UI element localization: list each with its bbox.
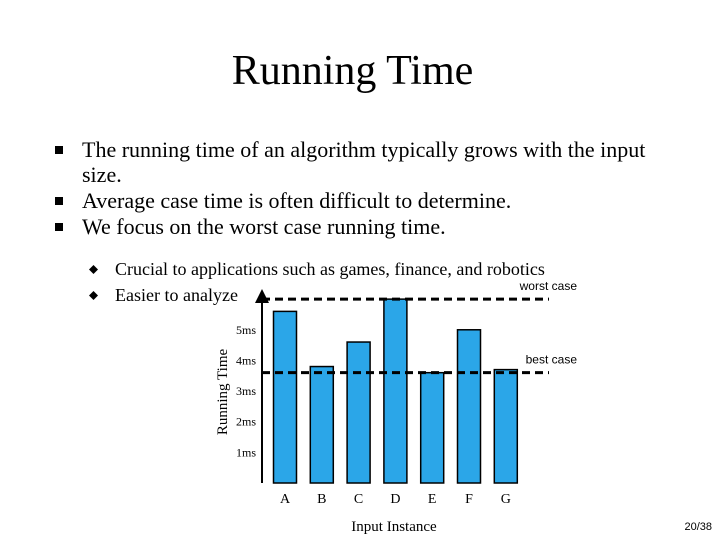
chart-bar [383,298,408,484]
x-tick-label: B [317,492,326,507]
chart-bar [272,310,298,484]
sub-bullet-item: Crucial to applications such as games, f… [86,256,545,282]
best-case-label: best case [526,353,578,367]
y-axis-arrow-icon [255,289,269,303]
sub-bullet-text: Crucial to applications such as games, f… [115,259,545,279]
square-bullet-icon [55,223,63,231]
y-tick-label: 2ms [236,415,256,429]
y-axis-label: Running Time [215,349,231,436]
diamond-bullet-icon [89,265,98,274]
bullet-item: Average case time is often difficult to … [52,188,672,213]
x-tick-label: A [280,492,291,507]
square-bullet-icon [55,146,63,154]
y-tick-label: 5ms [236,323,256,337]
bullet-list: The running time of an algorithm typical… [52,137,672,240]
y-tick-label: 4ms [236,353,256,367]
bullet-item: The running time of an algorithm typical… [52,137,672,187]
square-bullet-icon [55,197,63,205]
sub-bullet-text: Easier to analyze [115,285,238,305]
y-tick-label: 3ms [236,384,256,398]
x-axis-label: Input Instance [351,519,437,535]
x-tick-label: G [501,492,511,507]
x-tick-label: C [354,492,363,507]
bullet-text: We focus on the worst case running time. [82,214,446,239]
chart-bar [309,365,335,484]
chart-bar [419,371,445,484]
x-tick-label: F [465,492,473,507]
chart-bar [456,329,482,484]
page-number: 20/38 [684,521,712,533]
chart-bar [346,341,371,484]
y-tick-label: 1ms [236,445,256,459]
bullet-text: The running time of an algorithm typical… [82,137,646,187]
chart-bar [493,368,519,484]
x-tick-label: D [390,492,400,507]
diamond-bullet-icon [89,291,98,300]
bullet-text: Average case time is often difficult to … [82,188,512,213]
sub-bullet-list: Crucial to applications such as games, f… [86,256,545,308]
x-tick-label: E [428,492,437,507]
sub-bullet-item: Easier to analyze [86,282,545,308]
worst-case-label: worst case [519,279,578,293]
bullet-item: We focus on the worst case running time. [52,214,672,239]
slide-title: Running Time [231,48,474,94]
